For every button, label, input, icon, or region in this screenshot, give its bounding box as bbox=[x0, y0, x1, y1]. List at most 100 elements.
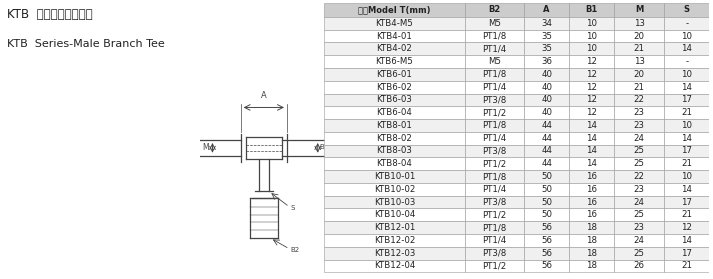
Bar bbox=[615, 157, 665, 170]
Text: 21: 21 bbox=[634, 44, 645, 53]
Text: PT1/4: PT1/4 bbox=[482, 185, 506, 194]
Text: 56: 56 bbox=[541, 249, 552, 258]
Bar bbox=[569, 119, 615, 132]
Text: 24: 24 bbox=[634, 198, 645, 207]
Text: 35: 35 bbox=[541, 44, 552, 53]
Text: B1: B1 bbox=[585, 5, 598, 14]
Text: 12: 12 bbox=[586, 83, 597, 92]
Text: M: M bbox=[635, 5, 643, 14]
Text: 10: 10 bbox=[682, 121, 692, 130]
Bar bbox=[615, 132, 665, 145]
Bar bbox=[524, 3, 569, 17]
Text: 23: 23 bbox=[634, 121, 645, 130]
Bar bbox=[524, 55, 569, 68]
Text: M: M bbox=[202, 143, 210, 152]
Text: 10: 10 bbox=[682, 32, 692, 40]
Text: PT1/8: PT1/8 bbox=[482, 172, 506, 181]
Bar bbox=[665, 42, 709, 55]
Text: PT3/8: PT3/8 bbox=[482, 198, 506, 207]
Text: B1: B1 bbox=[319, 144, 329, 150]
Text: 17: 17 bbox=[682, 198, 692, 207]
Text: 20: 20 bbox=[634, 32, 645, 40]
Bar bbox=[465, 145, 524, 157]
Bar bbox=[615, 93, 665, 106]
Text: 14: 14 bbox=[682, 44, 692, 53]
Text: 26: 26 bbox=[634, 261, 645, 270]
Text: -: - bbox=[685, 19, 689, 28]
Text: 56: 56 bbox=[541, 236, 552, 245]
Text: 13: 13 bbox=[634, 57, 645, 66]
Bar bbox=[665, 234, 709, 247]
Text: KTB  Series-Male Branch Tee: KTB Series-Male Branch Tee bbox=[6, 39, 164, 49]
Text: M5: M5 bbox=[488, 57, 501, 66]
Bar bbox=[665, 93, 709, 106]
Bar bbox=[665, 221, 709, 234]
Text: PT3/8: PT3/8 bbox=[482, 146, 506, 155]
Bar bbox=[324, 247, 465, 259]
Bar bbox=[569, 17, 615, 30]
Text: 12: 12 bbox=[682, 223, 692, 232]
Bar bbox=[524, 68, 569, 81]
Text: 17: 17 bbox=[682, 249, 692, 258]
Bar bbox=[465, 93, 524, 106]
Bar bbox=[665, 55, 709, 68]
Bar bbox=[665, 259, 709, 272]
Bar bbox=[615, 42, 665, 55]
Text: 12: 12 bbox=[586, 108, 597, 117]
Text: KTB8-02: KTB8-02 bbox=[376, 134, 412, 143]
Text: 44: 44 bbox=[541, 159, 552, 168]
Text: 16: 16 bbox=[586, 185, 597, 194]
Text: 25: 25 bbox=[634, 210, 645, 219]
Text: KTB8-04: KTB8-04 bbox=[376, 159, 412, 168]
Bar bbox=[324, 17, 465, 30]
Text: S: S bbox=[684, 5, 690, 14]
Bar bbox=[324, 55, 465, 68]
Bar bbox=[324, 132, 465, 145]
Text: KTB4-02: KTB4-02 bbox=[376, 44, 412, 53]
Bar bbox=[569, 30, 615, 42]
Bar bbox=[665, 132, 709, 145]
Text: 14: 14 bbox=[682, 236, 692, 245]
Text: KTB12-04: KTB12-04 bbox=[374, 261, 415, 270]
Bar bbox=[324, 106, 465, 119]
Text: 18: 18 bbox=[586, 236, 597, 245]
Text: 22: 22 bbox=[634, 172, 645, 181]
Bar bbox=[665, 196, 709, 208]
Text: 14: 14 bbox=[586, 159, 597, 168]
Bar bbox=[615, 68, 665, 81]
Bar bbox=[615, 234, 665, 247]
Text: KTB12-01: KTB12-01 bbox=[374, 223, 415, 232]
Text: KTB10-04: KTB10-04 bbox=[374, 210, 415, 219]
Bar bbox=[569, 170, 615, 183]
Text: KTB12-02: KTB12-02 bbox=[374, 236, 415, 245]
Text: 10: 10 bbox=[586, 32, 597, 40]
Bar bbox=[524, 259, 569, 272]
Bar bbox=[524, 170, 569, 183]
Bar bbox=[465, 55, 524, 68]
Text: 14: 14 bbox=[586, 134, 597, 143]
Text: 10: 10 bbox=[682, 70, 692, 79]
Text: 16: 16 bbox=[586, 172, 597, 181]
Text: B2: B2 bbox=[488, 5, 501, 14]
Text: 14: 14 bbox=[586, 121, 597, 130]
Text: 14: 14 bbox=[682, 185, 692, 194]
Bar bbox=[465, 17, 524, 30]
Bar bbox=[524, 30, 569, 42]
Bar bbox=[524, 119, 569, 132]
Text: 50: 50 bbox=[541, 210, 552, 219]
Bar bbox=[324, 30, 465, 42]
Text: 型号Model T(mm): 型号Model T(mm) bbox=[358, 5, 431, 14]
Text: 25: 25 bbox=[634, 249, 645, 258]
Bar bbox=[465, 68, 524, 81]
Bar bbox=[324, 81, 465, 93]
Text: KTB6-01: KTB6-01 bbox=[376, 70, 412, 79]
Text: 44: 44 bbox=[541, 134, 552, 143]
Text: KTB12-03: KTB12-03 bbox=[374, 249, 415, 258]
Bar bbox=[615, 30, 665, 42]
Text: KTB6-02: KTB6-02 bbox=[376, 83, 412, 92]
Text: 21: 21 bbox=[682, 210, 692, 219]
Bar bbox=[524, 157, 569, 170]
Bar bbox=[569, 42, 615, 55]
Bar bbox=[465, 170, 524, 183]
Text: PT1/2: PT1/2 bbox=[482, 210, 506, 219]
